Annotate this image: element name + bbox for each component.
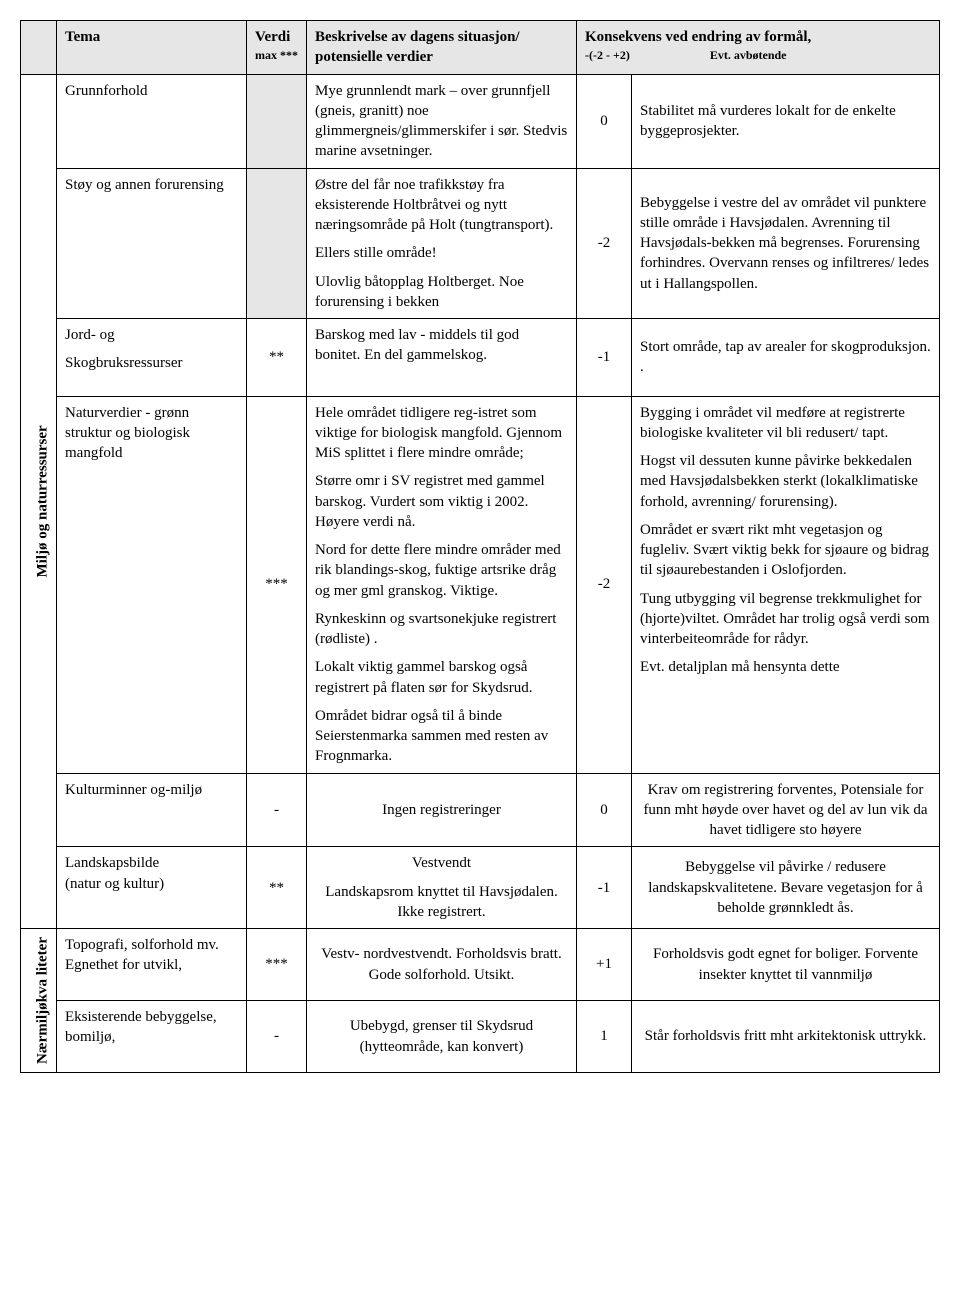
besk-cell: Vestvendt Landskapsrom knyttet til Havsj… [307, 847, 577, 929]
verdi-cell: *** [247, 929, 307, 1001]
tema-cell: Landskapsbilde (natur og kultur) [57, 847, 247, 929]
table-row: Landskapsbilde (natur og kultur) ** Vest… [21, 847, 940, 929]
tema-cell: Støy og annen forurensing [57, 168, 247, 319]
score-cell: 0 [577, 74, 632, 168]
tema-cell: Kulturminner og-miljø [57, 773, 247, 847]
table-row: Jord- og Skogbruksressurser ** Barskog m… [21, 319, 940, 397]
header-blank [21, 21, 57, 75]
verdi-cell: ** [247, 847, 307, 929]
avb-cell: Stabilitet må vurderes lokalt for de enk… [632, 74, 940, 168]
header-verdi-sub: max *** [255, 47, 298, 63]
score-cell: -2 [577, 396, 632, 773]
header-tema: Tema [57, 21, 247, 75]
verdi-cell [247, 74, 307, 168]
besk-cell: Barskog med lav - middels til god bonite… [307, 319, 577, 397]
besk-cell: Ubebygd, grenser til Skydsrud (hytteområ… [307, 1001, 577, 1073]
tema-cell: Jord- og Skogbruksressurser [57, 319, 247, 397]
assessment-table: Tema Verdi max *** Beskrivelse av dagens… [20, 20, 940, 1073]
table-row: Eksisterende bebyggelse, bomiljø, - Ubeb… [21, 1001, 940, 1073]
besk-cell: Mye grunnlendt mark – over grunnfjell (g… [307, 74, 577, 168]
score-cell: +1 [577, 929, 632, 1001]
header-kons-range: -(-2 - +2) [585, 47, 630, 63]
header-kons-evt: Evt. avbøtende [710, 47, 787, 63]
besk-para: Vestvendt [315, 853, 568, 873]
tema-line: Skogbruksressurser [65, 353, 238, 373]
besk-cell: Vestv- nordvestvendt. Forholdsvis bratt.… [307, 929, 577, 1001]
table-row: Støy og annen forurensing Østre del får … [21, 168, 940, 319]
avb-cell: Krav om registrering forventes, Potensia… [632, 773, 940, 847]
avb-para: Evt. detaljplan må hensynta dette [640, 657, 931, 677]
tema-line: Jord- og [65, 325, 238, 345]
table-row: Nærmiljøkva liteter Topografi, solforhol… [21, 929, 940, 1001]
header-row: Tema Verdi max *** Beskrivelse av dagens… [21, 21, 940, 75]
avb-cell: Bebyggelse vil påvirke / redusere landsk… [632, 847, 940, 929]
tema-cell: Eksisterende bebyggelse, bomiljø, [57, 1001, 247, 1073]
besk-para: Større omr i SV registret med gammel bar… [315, 471, 568, 532]
avb-para: Hogst vil dessuten kunne påvirke bekkeda… [640, 451, 931, 512]
verdi-cell [247, 168, 307, 319]
score-cell: -1 [577, 847, 632, 929]
tema-cell: Naturverdier - grønn struktur og biologi… [57, 396, 247, 773]
avb-cell: Står forholdsvis fritt mht arkitektonisk… [632, 1001, 940, 1073]
avb-para: Området er svært rikt mht vegetasjon og … [640, 520, 931, 581]
avb-cell: Forholdsvis godt egnet for boliger. Forv… [632, 929, 940, 1001]
score-cell: 0 [577, 773, 632, 847]
category-miljo: Miljø og naturressurser [21, 74, 57, 929]
avb-cell: Stort område, tap av arealer for skogpro… [632, 319, 940, 397]
besk-para: Området bidrar også til å binde Seierste… [315, 706, 568, 767]
avb-para: Tung utbygging vil begrense trekkmulighe… [640, 589, 931, 650]
header-verdi: Verdi max *** [247, 21, 307, 75]
besk-para: Lokalt viktig gammel barskog også regist… [315, 657, 568, 698]
avb-cell: Bebyggelse i vestre del av området vil p… [632, 168, 940, 319]
verdi-cell: *** [247, 396, 307, 773]
avb-para: Bygging i området vil medføre at registr… [640, 403, 931, 444]
besk-para: Ulovlig båtopplag Holtberget. Noe forure… [315, 272, 568, 313]
header-beskrivelse: Beskrivelse av dagens situasjon/ potensi… [307, 21, 577, 75]
score-cell: -2 [577, 168, 632, 319]
besk-cell: Hele området tidligere reg-istret som vi… [307, 396, 577, 773]
besk-para: Rynkeskinn og svartsonekjuke registrert … [315, 609, 568, 650]
category-naermiljo: Nærmiljøkva liteter [21, 929, 57, 1073]
verdi-cell: ** [247, 319, 307, 397]
header-konsekvens: Konsekvens ved endring av formål, -(-2 -… [577, 21, 940, 75]
besk-para: Ellers stille område! [315, 243, 568, 263]
besk-para: Hele området tidligere reg-istret som vi… [315, 403, 568, 464]
tema-line: Landskapsbilde [65, 853, 238, 873]
table-row: Naturverdier - grønn struktur og biologi… [21, 396, 940, 773]
tema-line: (natur og kultur) [65, 874, 238, 894]
besk-para: Østre del får noe trafikkstøy fra eksist… [315, 175, 568, 236]
verdi-cell: - [247, 773, 307, 847]
verdi-cell: - [247, 1001, 307, 1073]
score-cell: 1 [577, 1001, 632, 1073]
header-verdi-label: Verdi [255, 27, 298, 47]
tema-cell: Topografi, solforhold mv. Egnethet for u… [57, 929, 247, 1001]
avb-cell: Bygging i området vil medføre at registr… [632, 396, 940, 773]
table-row: Miljø og naturressurser Grunnforhold Mye… [21, 74, 940, 168]
header-kons-main: Konsekvens ved endring av formål, [585, 27, 931, 47]
besk-para: Landskapsrom knyttet til Havsjødalen. Ik… [315, 882, 568, 923]
besk-cell: Østre del får noe trafikkstøy fra eksist… [307, 168, 577, 319]
tema-cell: Grunnforhold [57, 74, 247, 168]
besk-para: Nord for dette flere mindre områder med … [315, 540, 568, 601]
score-cell: -1 [577, 319, 632, 397]
besk-cell: Ingen registreringer [307, 773, 577, 847]
table-row: Kulturminner og-miljø - Ingen registreri… [21, 773, 940, 847]
